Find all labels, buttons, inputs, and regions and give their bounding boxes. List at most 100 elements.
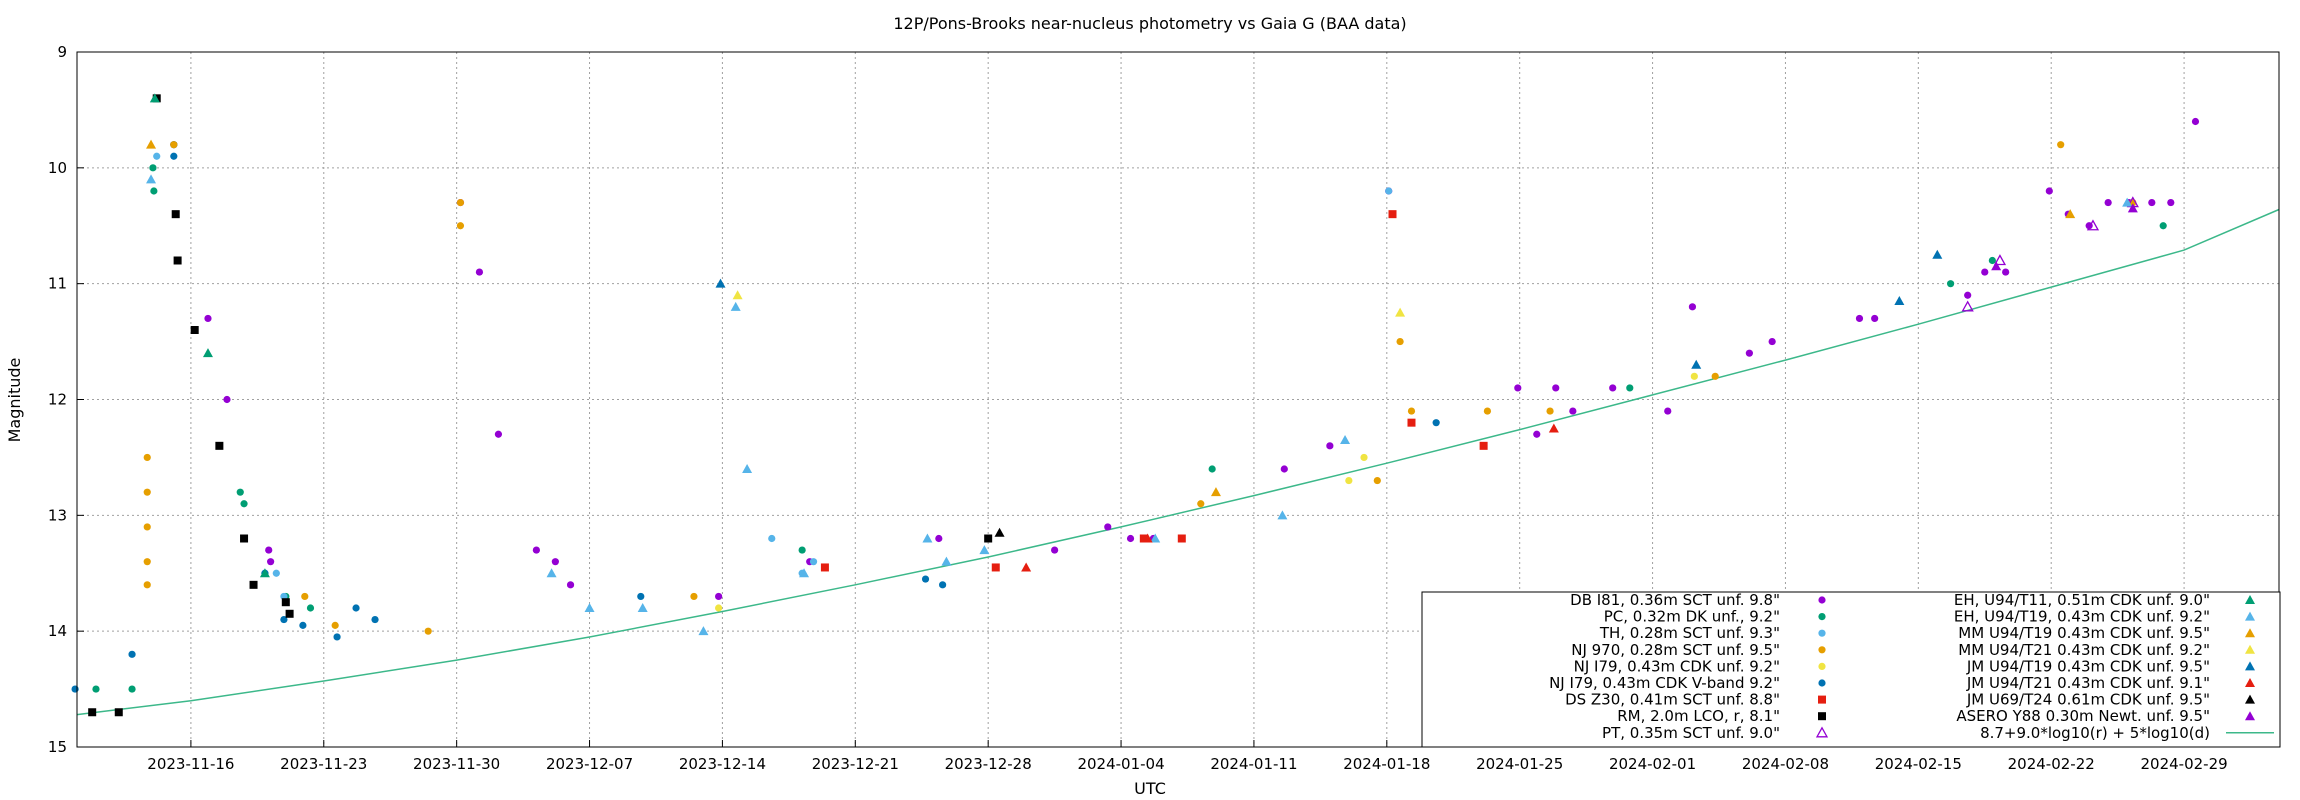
x-axis-label: UTC [1134, 779, 1166, 798]
series-10 [146, 174, 2133, 636]
legend-label: JM U94/T19 0.43m CDK unf. 9.5" [1966, 657, 2210, 675]
series-9 [149, 93, 270, 578]
data-point [2104, 198, 2112, 207]
data-point [149, 93, 160, 103]
data-point [171, 210, 180, 219]
data-point [301, 592, 309, 601]
data-point [146, 139, 157, 149]
legend-key [1818, 695, 1826, 704]
data-point [267, 558, 275, 566]
data-point [306, 604, 315, 612]
legend-label: MM U94/T19 0.43m CDK unf. 9.5" [1958, 624, 2210, 642]
data-point [2127, 203, 2138, 213]
data-point [92, 685, 100, 693]
data-point [1021, 562, 1032, 572]
data-point [2159, 222, 2167, 230]
x-tick-label: 2023-12-21 [812, 755, 899, 773]
legend-key [2245, 694, 2255, 704]
data-point [285, 609, 294, 618]
data-point [1988, 256, 1996, 265]
data-point [128, 685, 136, 693]
data-point [2045, 187, 2053, 195]
legend-label: JM U94/T21 0.43m CDK unf. 9.1" [1966, 674, 2210, 692]
series-line-model [76, 208, 2280, 716]
data-point [698, 626, 709, 636]
data-point [114, 708, 123, 717]
legend-label: EH, U94/T19, 0.43m CDK unf. 9.2" [1954, 608, 2210, 626]
data-point [1569, 407, 1577, 415]
data-point [1548, 423, 1559, 433]
data-point [1871, 314, 1879, 323]
data-point [2148, 198, 2156, 207]
data-point [259, 568, 270, 578]
data-point [1894, 296, 1905, 306]
legend-label: RM, 2.0m LCO, r, 8.1" [1617, 707, 1780, 725]
data-point [240, 534, 249, 543]
data-point [272, 569, 280, 577]
data-point [1946, 280, 1955, 288]
data-point [2122, 197, 2133, 207]
data-point [584, 603, 595, 612]
data-point [143, 488, 151, 496]
data-point [299, 621, 307, 629]
y-tick-label: 13 [48, 506, 67, 524]
data-point [1051, 546, 1059, 554]
legend-key [2245, 661, 2255, 671]
data-point [331, 621, 339, 629]
series-14 [1021, 423, 1559, 572]
legend-key [2245, 595, 2255, 604]
data-point [128, 650, 136, 658]
data-point [935, 534, 943, 543]
data-point [1407, 407, 1416, 415]
data-point [1373, 476, 1381, 485]
data-point [566, 581, 575, 589]
data-point [190, 326, 199, 334]
data-point [1142, 533, 1153, 543]
data-point [1126, 534, 1135, 543]
data-point [456, 222, 465, 230]
y-axis-label: Magnitude [5, 358, 24, 443]
data-point [1150, 533, 1161, 543]
x-tick-label: 2023-11-23 [280, 755, 367, 773]
data-point [1407, 418, 1416, 427]
data-point [1139, 534, 1148, 543]
data-point [1483, 407, 1492, 415]
data-point [991, 563, 1000, 572]
data-point [170, 152, 178, 160]
data-point [1981, 268, 1989, 276]
data-point [249, 580, 258, 589]
legend-label: PC, 0.32m DK unf., 9.2" [1604, 608, 1780, 626]
data-point [546, 568, 557, 578]
x-tick-label: 2024-02-22 [2008, 755, 2095, 773]
x-tick-label: 2024-01-04 [1077, 755, 1164, 773]
data-point [994, 527, 1005, 537]
series-11 [146, 139, 2076, 497]
data-point [1197, 500, 1205, 508]
data-point [1177, 534, 1186, 543]
data-point [809, 558, 818, 566]
legend-key [1818, 613, 1826, 621]
data-point [1961, 300, 1974, 312]
data-point [922, 533, 933, 543]
data-point [1691, 359, 1702, 369]
data-point [715, 278, 726, 288]
chart-title: 12P/Pons-Brooks near-nucleus photometry … [893, 14, 1406, 33]
legend-key [1818, 646, 1826, 654]
data-point [2086, 219, 2100, 231]
data-point [1326, 442, 1334, 450]
legend-key [2245, 678, 2255, 687]
y-tick-label: 15 [48, 738, 67, 756]
data-point [333, 633, 341, 641]
legend-label: TH, 0.28m SCT unf. 9.3" [1599, 624, 1780, 642]
series-4 [715, 372, 1698, 612]
x-tick-label: 2023-12-14 [679, 755, 766, 773]
data-point [170, 141, 178, 149]
y-tick-label: 12 [48, 391, 67, 409]
data-point [2002, 268, 2010, 276]
data-point [2057, 141, 2065, 149]
data-point [1340, 435, 1351, 445]
data-point [456, 198, 465, 207]
data-point [690, 592, 698, 601]
data-point [202, 348, 213, 358]
data-point [236, 488, 244, 496]
